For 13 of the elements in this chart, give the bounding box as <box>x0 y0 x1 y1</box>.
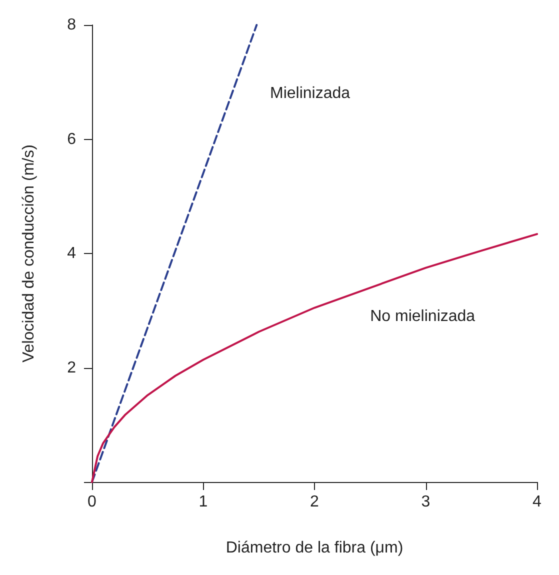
y-tick-label: 6 <box>67 130 76 148</box>
x-axis-title: Diámetro de la fibra (μm) <box>226 540 404 556</box>
y-tick-label: 8 <box>67 16 76 34</box>
y-tick-label: 2 <box>67 359 76 376</box>
series-label: No mielinizada <box>370 308 476 325</box>
y-tick-label: 4 <box>67 245 76 262</box>
y-axis-title: Velocidad de conducción (m/s) <box>20 144 38 362</box>
text: Mielinizada <box>270 85 350 102</box>
x-tick-label: 2 <box>310 494 320 510</box>
x-tick-label: 4 <box>532 494 542 510</box>
x-tick-label: 3 <box>421 494 430 510</box>
x-tick-label: 0 <box>88 494 97 510</box>
x-tick-label: 1 <box>198 494 208 510</box>
